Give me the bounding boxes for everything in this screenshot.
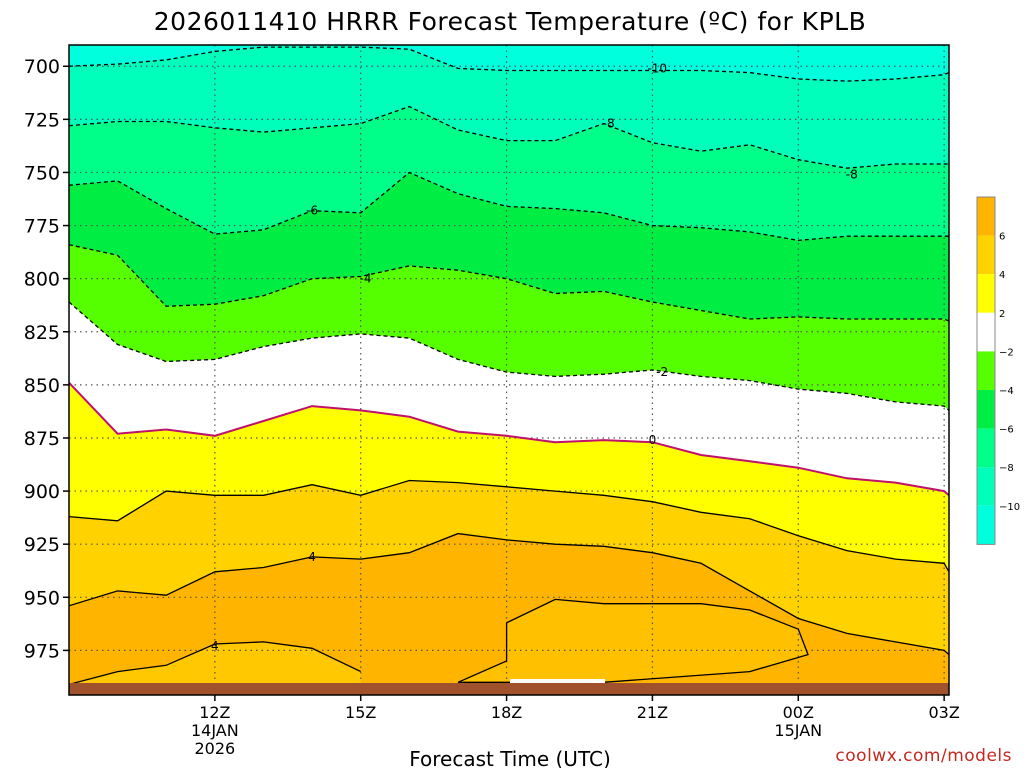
x-tick-label: 2026	[194, 739, 235, 758]
contour-line-4	[69, 532, 949, 656]
y-tick-label: 825	[24, 322, 60, 344]
y-tick-label: 900	[24, 481, 60, 503]
y-axis: 700 725 750 775 800 825 850 875 900 925 950 975	[24, 56, 69, 662]
y-tick-label: 725	[24, 109, 60, 131]
credit-text: coolwx.com/models	[835, 746, 1012, 766]
contour-label: -4	[360, 272, 372, 286]
colorbar-label: 6	[999, 232, 1005, 243]
chart-title: 2026011410 HRRR Forecast Temperature (ºC…	[154, 7, 866, 36]
contour-labels: -10 -8 -8 -6 -4 -2 0 4 4	[211, 61, 858, 653]
colorbar-swatch	[977, 312, 995, 352]
colorbar-swatch	[977, 428, 995, 468]
contour-lines	[69, 46, 949, 686]
band-fill-m8-m6	[69, 45, 949, 169]
x-axis-label: Forecast Time (UTC)	[409, 747, 611, 768]
contour-label: 0	[649, 433, 657, 447]
y-tick-label: 850	[24, 375, 60, 397]
contour-label: -10	[647, 61, 667, 75]
colorbar-swatch	[977, 505, 995, 545]
x-tick-label: 15JAN	[774, 721, 822, 740]
y-tick-label: 875	[24, 428, 60, 450]
contour-label: -8	[846, 168, 858, 182]
contour-line-4	[69, 641, 361, 686]
colorbar-swatch	[977, 274, 995, 313]
contour-line-m2	[69, 301, 949, 411]
plot-frame	[68, 44, 950, 696]
contour-line-m8	[69, 105, 949, 169]
colorbar-swatch	[977, 390, 995, 429]
contour-label: -6	[306, 204, 318, 218]
colorbar-label: 2	[999, 309, 1005, 320]
x-tick-label: 21Z	[637, 703, 668, 722]
colorbar-swatch	[977, 351, 995, 390]
colorbar-label: −8	[999, 463, 1014, 474]
contour-label: 4	[211, 639, 219, 653]
y-tick-label: 925	[24, 534, 60, 556]
contour-label: -8	[603, 117, 615, 131]
y-tick-label: 750	[24, 162, 60, 184]
colorbar-label: −2	[999, 347, 1014, 358]
colorbar-swatch	[977, 197, 995, 236]
contour-line-m4	[69, 244, 949, 322]
colorbar-label: −4	[999, 386, 1014, 397]
colorbar-label: −6	[999, 425, 1014, 436]
surface-white-streak	[510, 679, 605, 683]
colorbar: 6 4 2 −2 −4 −6 −8 −10	[976, 196, 1020, 545]
y-tick-label: 975	[24, 640, 60, 662]
y-tick-label: 775	[24, 216, 60, 238]
contour-line-m6	[69, 171, 949, 242]
band-fill-low-warm	[69, 641, 361, 695]
plot-area: -10 -8 -8 -6 -4 -2 0 4 4	[69, 45, 949, 695]
y-tick-label: 950	[24, 587, 60, 609]
y-tick-label: 800	[24, 269, 60, 291]
band-fill-warm-core	[458, 599, 808, 683]
band-fill-cold	[69, 45, 949, 82]
x-tick-label: 00Z	[783, 703, 814, 722]
colorbar-frame	[976, 196, 996, 545]
contour-label: 4	[308, 550, 316, 564]
contour-line-2	[69, 479, 949, 573]
contour-line-m10	[69, 46, 949, 82]
y-tick-label: 700	[24, 56, 60, 78]
colorbar-swatch	[977, 235, 995, 275]
x-tick-label: 18Z	[491, 703, 522, 722]
contour-line-0	[69, 382, 949, 497]
x-tick-label: 12Z	[199, 703, 230, 722]
x-tick-label: 15Z	[345, 703, 376, 722]
colorbar-label: 4	[999, 270, 1005, 281]
colorbar-swatch	[977, 467, 995, 506]
contour-label: -2	[656, 365, 668, 379]
x-tick-label: 14JAN	[191, 721, 239, 740]
terrain-below-ground	[69, 683, 949, 695]
x-tick-label: 03Z	[928, 703, 959, 722]
colorbar-label: −10	[999, 502, 1020, 513]
contour-line-6	[457, 598, 809, 683]
